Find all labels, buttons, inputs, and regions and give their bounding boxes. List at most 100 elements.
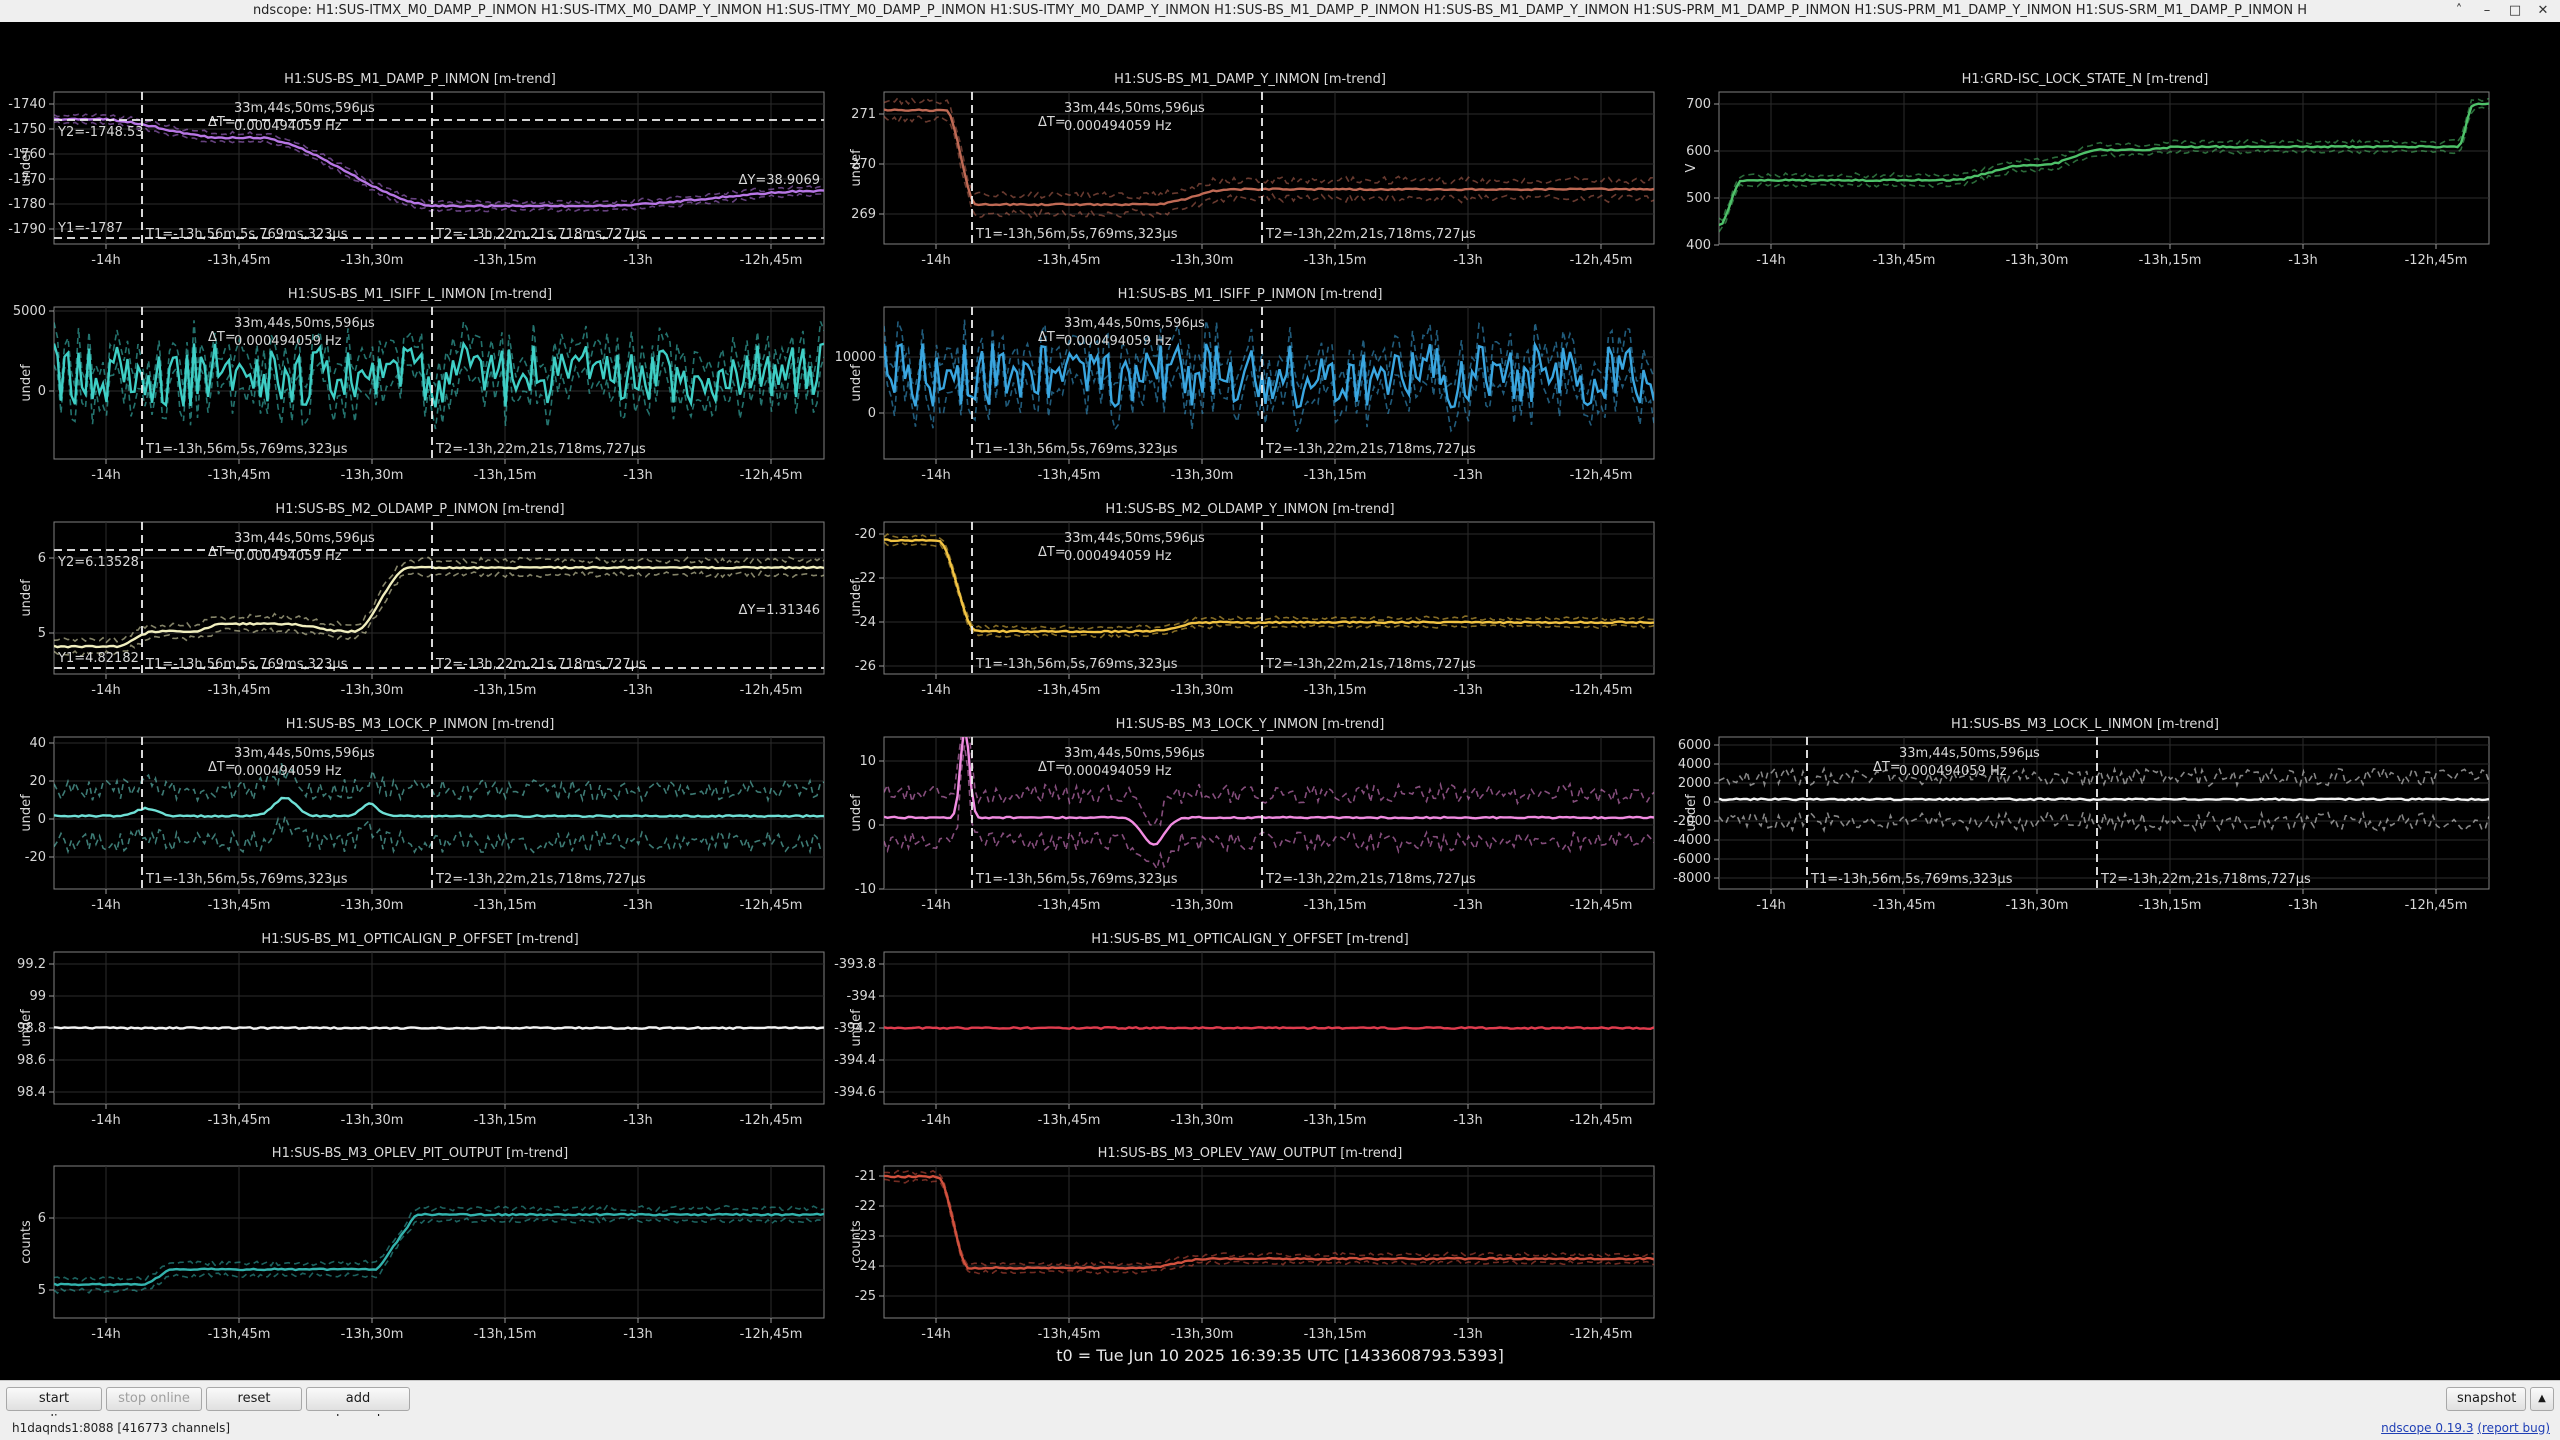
x-tick-label: -13h — [623, 898, 652, 913]
plot-bs-m2-oldamp-p[interactable]: H1:SUS-BS_M2_OLDAMP_P_INMON [m-trend] 6 5 u… — [10, 500, 830, 710]
y-tick-label: 10 — [859, 754, 876, 769]
plot-title: H1:SUS-BS_M1_DAMP_Y_INMON [m-trend] — [1114, 72, 1386, 87]
trace-max — [54, 1204, 824, 1282]
y-tick-label: -393.8 — [834, 957, 876, 972]
x-tick-label: -14h — [91, 468, 120, 483]
y-tick-label: 99 — [29, 989, 46, 1004]
x-tick-label: -13h,15m — [474, 1327, 537, 1342]
plot-canvas[interactable]: 700 600 500 400 V -14h -13h,45m -13h,30m -13h,15… — [1675, 70, 2495, 280]
x-tick-label: -13h,30m — [1171, 1327, 1234, 1342]
y-tick-label: -26 — [855, 659, 876, 674]
trace-mean — [54, 1025, 824, 1031]
x-tick-label: -14h — [921, 1113, 950, 1128]
plot-bs-m1-opticalign-p[interactable]: H1:SUS-BS_M1_OPTICALIGN_P_OFFSET [m-tren… — [10, 930, 830, 1140]
delta-t-value: 33m,44s,50ms,596µs — [234, 316, 375, 331]
plot-bs-m3-lock-y[interactable]: H1:SUS-BS_M3_LOCK_Y_INMON [m-trend] 10 0 -1… — [840, 715, 1660, 925]
y-tick-label: 0 — [38, 812, 46, 827]
y-axis-label: counts — [19, 1220, 34, 1264]
y1-label: Y1=4.82182 — [57, 651, 139, 666]
window-minimize-button[interactable]: – — [2483, 3, 2491, 18]
x-tick-label: -13h,30m — [1171, 468, 1234, 483]
plot-canvas[interactable]: -20 -22 -24 -26 undef -14h -13h,45m -13h,30m -13… — [840, 500, 1660, 710]
version-link[interactable]: ndscope 0.19.3 — [2381, 1421, 2474, 1435]
snapshot-button[interactable]: snapshot — [2446, 1387, 2526, 1411]
delta-t-value: 33m,44s,50ms,596µs — [1064, 746, 1205, 761]
x-tick-label: -13h,15m — [1304, 1327, 1367, 1342]
plot-grd-isc-lock-state[interactable]: H1:GRD-ISC_LOCK_STATE_N [m-trend] 700 600 5… — [1675, 70, 2495, 280]
trace-max — [884, 533, 1654, 630]
start-online-button[interactable]: start online — [6, 1387, 102, 1428]
x-tick-label: -14h — [91, 253, 120, 268]
y-tick-label: 98.6 — [17, 1053, 46, 1068]
expand-arrow-icon[interactable]: ▲ — [2530, 1387, 2554, 1411]
x-tick-label: -12h,45m — [2405, 898, 2468, 913]
x-tick-label: -13h — [1453, 898, 1482, 913]
y-tick-label: -6000 — [1673, 852, 1711, 867]
plot-bs-m1-isiff-l[interactable]: H1:SUS-BS_M1_ISIFF_L_INMON [m-trend] 5000… — [10, 285, 830, 495]
plot-bs-m3-oplev-yaw[interactable]: H1:SUS-BS_M3_OPLEV_YAW_OUTPUT [m-trend] -… — [840, 1144, 1660, 1354]
window-shade-button[interactable]: ˄ — [2455, 3, 2463, 18]
x-tick-label: -12h,45m — [1570, 1327, 1633, 1342]
plot-bs-m1-isiff-p[interactable]: H1:SUS-BS_M1_ISIFF_P_INMON [m-trend] 1000… — [835, 285, 1660, 495]
trace-mean — [1719, 102, 2489, 227]
add-channels-button[interactable]: add channels — [306, 1387, 410, 1428]
plot-canvas[interactable]: -393.8 -394 -394.2 -394.4 -394.6 undef -14h -13… — [834, 930, 1660, 1140]
frequency-value: 0.000494059 Hz — [234, 764, 342, 779]
x-tick-label: -13h,15m — [1304, 1113, 1367, 1128]
plot-canvas[interactable]: -1740 -1750 -1760 -1770 -1780 -1790 undef -14h -… — [8, 70, 830, 280]
plot-bs-m2-oldamp-y[interactable]: H1:SUS-BS_M2_OLDAMP_Y_INMON [m-trend] -20… — [840, 500, 1660, 710]
y-tick-label: 98.8 — [17, 1021, 46, 1036]
x-tick-label: -13h,45m — [208, 253, 271, 268]
x-tick-label: -13h,15m — [1304, 253, 1367, 268]
y-tick-label: -10 — [855, 882, 876, 897]
plot-canvas[interactable]: 271 270 269 undef -14h -13h,45m -13h,30m -13h,1… — [840, 70, 1660, 280]
y-axis-label: undef — [1684, 794, 1699, 832]
plot-canvas[interactable]: 99.2 99 98.8 98.6 98.4 undef -14h -13h,45m -13h,… — [10, 930, 830, 1140]
plot-canvas[interactable]: 40 20 0 -20 undef -14h -13h,45m -13h,30m -13h,15… — [10, 715, 830, 925]
reset-button[interactable]: reset — [206, 1387, 302, 1411]
plot-canvas[interactable]: 5000 0 undef -14h -13h,45m -13h,30m -13h,15m -1… — [10, 285, 830, 495]
trace-mean — [54, 340, 824, 408]
plot-bs-m3-lock-p[interactable]: H1:SUS-BS_M3_LOCK_P_INMON [m-trend] 40 20 0… — [10, 715, 830, 925]
x-tick-label: -13h,30m — [1171, 1113, 1234, 1128]
t1-label: T1=-13h,56m,5s,769ms,323µs — [975, 657, 1178, 672]
plot-area[interactable]: H1:SUS-BS_M1_DAMP_P_INMON [m-trend] -1740… — [0, 22, 2560, 1380]
y-tick-label: -1740 — [8, 97, 46, 112]
plot-bs-m3-oplev-pit[interactable]: H1:SUS-BS_M3_OPLEV_PIT_OUTPUT [m-trend] 6… — [10, 1144, 830, 1354]
stop-online-button[interactable]: stop online — [106, 1387, 202, 1411]
t2-label: T2=-13h,22m,21s,718ms,727µs — [435, 442, 646, 457]
trace-max — [54, 319, 824, 395]
plot-bs-m1-damp-p[interactable]: H1:SUS-BS_M1_DAMP_P_INMON [m-trend] -1740… — [8, 70, 830, 280]
y-tick-label: -4000 — [1673, 833, 1711, 848]
plot-canvas[interactable]: 10000 0 undef -14h -13h,45m -13h,30m -13h,15m -… — [835, 285, 1660, 495]
plot-bs-m3-lock-l[interactable]: H1:SUS-BS_M3_LOCK_L_INMON [m-trend] 6000 4… — [1673, 715, 2495, 925]
plot-bs-m1-damp-y[interactable]: H1:SUS-BS_M1_DAMP_Y_INMON [m-trend] 271 27… — [840, 70, 1660, 280]
delta-t-label: ΔT= — [1038, 115, 1066, 130]
delta-t-value: 33m,44s,50ms,596µs — [1064, 531, 1205, 546]
y-axis-label: undef — [19, 364, 34, 402]
plot-canvas[interactable]: 6 5 counts -14h -13h,45m -13h,30m -13h,15m -13h… — [10, 1144, 830, 1354]
window-maximize-button[interactable]: □ — [2508, 3, 2522, 18]
y-tick-label: -24 — [855, 615, 876, 630]
plot-canvas[interactable]: 6 5 undef -14h -13h,45m -13h,30m -13h,15m -13h -… — [10, 500, 830, 710]
t1-label: T1=-13h,56m,5s,769ms,323µs — [145, 657, 348, 672]
x-tick-label: -13h,15m — [2139, 253, 2202, 268]
t1-label: T1=-13h,56m,5s,769ms,323µs — [975, 872, 1178, 887]
x-tick-label: -12h,45m — [1570, 253, 1633, 268]
plot-canvas[interactable]: 10 0 -10 undef -14h -13h,45m -13h,30m -13h,15m -… — [840, 715, 1660, 925]
plot-bs-m1-opticalign-y[interactable]: H1:SUS-BS_M1_OPTICALIGN_Y_OFFSET [m-tren… — [834, 930, 1660, 1140]
report-bug-link[interactable]: (report bug) — [2477, 1421, 2550, 1435]
y-tick-label: 0 — [868, 406, 876, 421]
delta-t-value: 33m,44s,50ms,596µs — [1899, 746, 2040, 761]
x-tick-label: -12h,45m — [740, 1327, 803, 1342]
x-tick-label: -13h,45m — [1038, 1113, 1101, 1128]
trace-max — [884, 96, 1654, 200]
plot-canvas[interactable]: -21 -22 -23 -24 -25 counts -14h -13h,45m -13h,30… — [840, 1144, 1660, 1354]
x-tick-label: -12h,45m — [1570, 468, 1633, 483]
window-close-button[interactable]: ✕ — [2537, 3, 2549, 18]
y-tick-label: 0 — [868, 818, 876, 833]
nds-server-status: h1daqnds1:8088 [416773 channels] — [12, 1421, 231, 1435]
y-tick-label: 20 — [29, 774, 46, 789]
x-tick-label: -14h — [91, 898, 120, 913]
plot-canvas[interactable]: 6000 4000 2000 0 -2000 -4000 -6000 -8000 undef -1… — [1673, 715, 2495, 925]
